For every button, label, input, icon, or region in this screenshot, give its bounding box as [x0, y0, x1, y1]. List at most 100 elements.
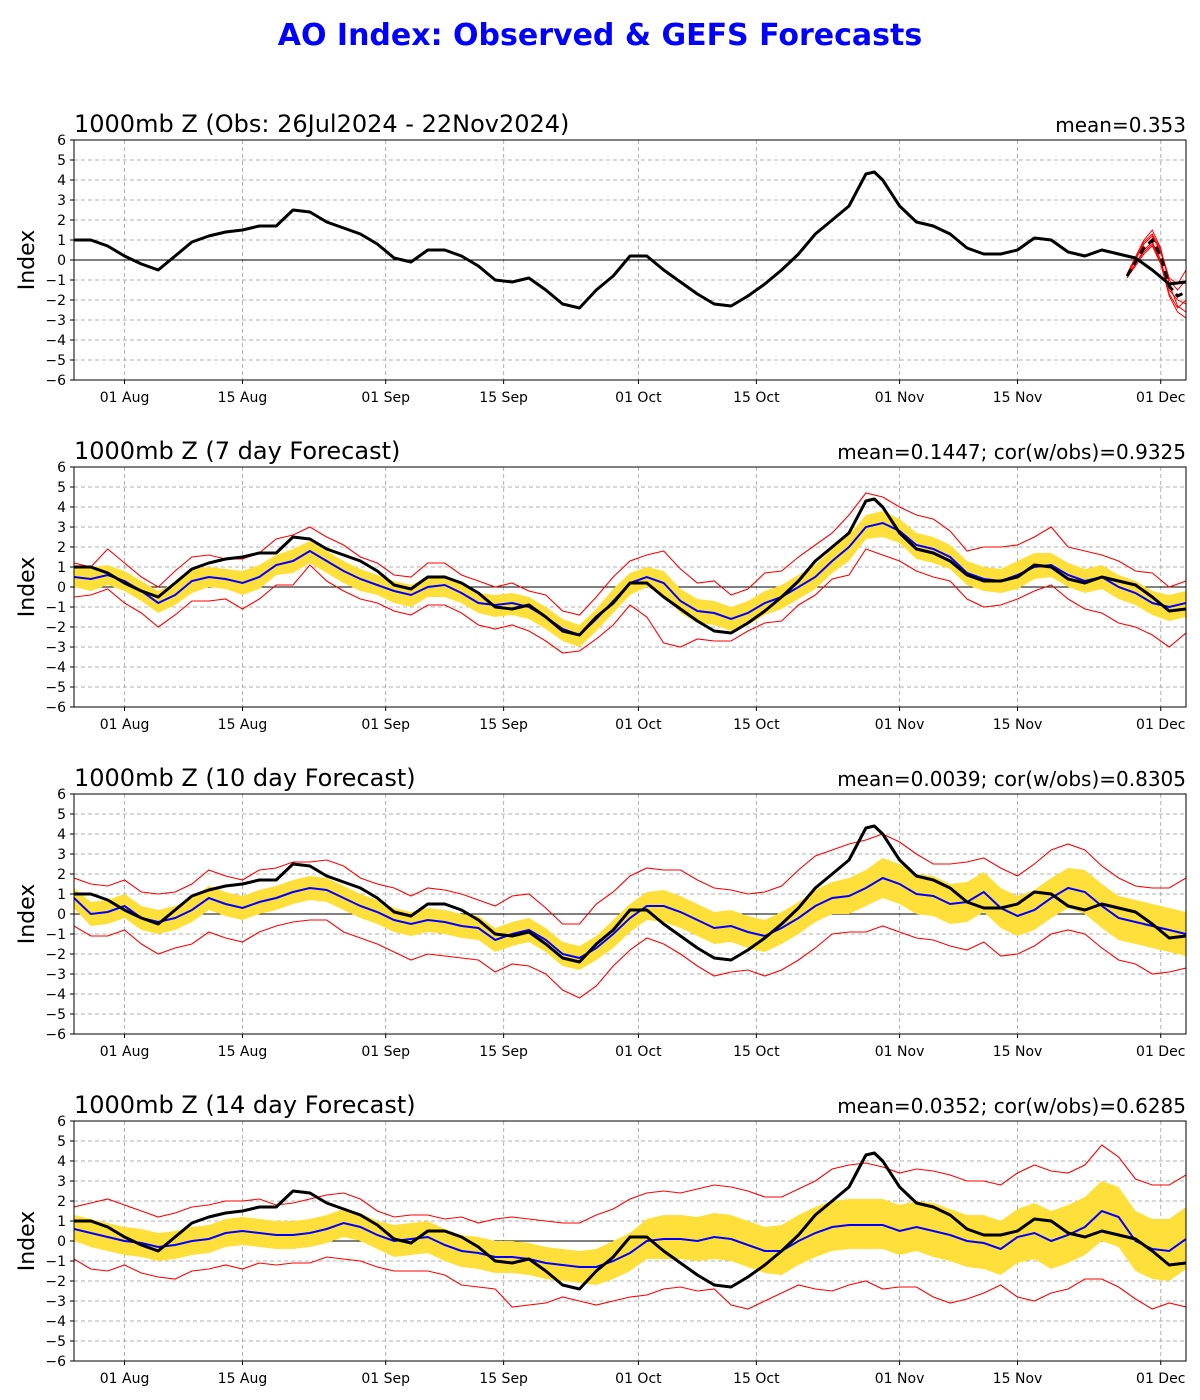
x-tick-label: 01 Sep: [361, 717, 410, 733]
x-tick-label: 15 Nov: [993, 717, 1043, 733]
y-tick-label: 2: [57, 540, 66, 556]
x-tick-label: 15 Nov: [993, 1371, 1043, 1387]
y-tick-label: 0: [57, 1234, 66, 1250]
x-tick-label: 01 Oct: [615, 390, 662, 406]
y-tick-label: 1: [57, 887, 66, 903]
panel-title: 1000mb Z (14 day Forecast): [74, 1091, 416, 1119]
extreme-lower-line: [74, 548, 1186, 654]
panel-title: 1000mb Z (10 day Forecast): [74, 764, 416, 792]
forecast-member-line: [1126, 243, 1186, 309]
x-tick-label: 15 Aug: [218, 717, 268, 733]
y-axis-label: Index: [15, 230, 40, 291]
y-tick-label: −1: [45, 927, 66, 943]
x-tick-label: 01 Dec: [1136, 1371, 1185, 1387]
y-tick-label: 0: [57, 253, 66, 269]
y-tick-label: −5: [45, 1007, 66, 1023]
y-tick-label: 6: [57, 787, 66, 803]
observed-line: [74, 824, 1186, 964]
y-tick-label: −2: [45, 293, 66, 309]
observed-line: [74, 170, 1186, 310]
y-tick-label: −5: [45, 680, 66, 696]
y-tick-label: 3: [57, 1174, 66, 1190]
y-tick-label: 4: [57, 500, 66, 516]
y-tick-label: −4: [45, 987, 66, 1003]
y-tick-label: −6: [45, 700, 66, 716]
chart-panel-4: 6 5 4 3 2 1 0 −1 −2 −3 −4 −5 −6 01 Aug 15 Aug 01 Sep 15 …: [15, 1091, 1187, 1387]
forecast-member-line: [1126, 235, 1186, 291]
y-tick-label: −1: [45, 600, 66, 616]
forecast-member-line: [1126, 245, 1186, 319]
spread-band: [74, 858, 1186, 970]
y-tick-label: −1: [45, 273, 66, 289]
extreme-upper-line: [74, 492, 1186, 616]
spread-band: [74, 511, 1186, 647]
panel-stats: mean=0.1447; cor(w/obs)=0.9325: [837, 440, 1186, 464]
x-tick-label: 01 Dec: [1136, 1044, 1185, 1060]
y-tick-label: −5: [45, 1334, 66, 1350]
observed-line: [74, 497, 1186, 637]
y-tick-label: 3: [57, 193, 66, 209]
x-tick-label: 15 Sep: [479, 390, 528, 406]
page-title: AO Index: Observed & GEFS Forecasts: [277, 18, 923, 53]
y-tick-label: −4: [45, 333, 66, 349]
x-tick-label: 01 Sep: [361, 390, 410, 406]
y-tick-label: −2: [45, 947, 66, 963]
x-tick-label: 15 Oct: [733, 390, 780, 406]
x-tick-label: 15 Oct: [733, 717, 780, 733]
y-tick-label: 6: [57, 1114, 66, 1130]
forecast-member-line: [1126, 241, 1186, 305]
plot-area: [74, 1144, 1186, 1310]
y-tick-label: 1: [57, 233, 66, 249]
y-tick-label: 5: [57, 480, 66, 496]
y-tick-label: −3: [45, 967, 66, 983]
y-tick-label: −3: [45, 640, 66, 656]
extreme-upper-line: [74, 833, 1186, 925]
x-tick-label: 01 Oct: [615, 1044, 662, 1060]
x-tick-label: 15 Aug: [218, 1371, 268, 1387]
chart-panel-2: 6 5 4 3 2 1 0 −1 −2 −3 −4 −5 −6 01 Aug 15 Aug 01 Sep 15 …: [15, 437, 1187, 733]
x-tick-label: 01 Sep: [361, 1044, 410, 1060]
x-tick-label: 15 Oct: [733, 1371, 780, 1387]
forecast-mean-line: [1125, 237, 1186, 298]
y-tick-label: 1: [57, 560, 66, 576]
y-tick-label: −6: [45, 1354, 66, 1370]
panel-stats: mean=0.353: [1055, 113, 1186, 137]
chart-panel-1: 6 5 4 3 2 1 0 −1 −2 −3 −4 −5 −6 01 Aug 15 Aug 01 Sep 15 …: [15, 110, 1187, 406]
forecast-member-line: [1126, 229, 1186, 313]
y-tick-label: −2: [45, 620, 66, 636]
x-tick-label: 01 Oct: [615, 1371, 662, 1387]
x-tick-label: 01 Aug: [100, 1371, 150, 1387]
extreme-lower-line: [74, 1256, 1186, 1310]
y-tick-label: −6: [45, 1027, 66, 1043]
x-tick-label: 01 Nov: [875, 1044, 925, 1060]
x-tick-label: 01 Oct: [615, 717, 662, 733]
grid: [74, 467, 1186, 707]
x-tick-label: 15 Sep: [479, 1044, 528, 1060]
plot-area: [74, 170, 1186, 319]
x-tick-label: 15 Nov: [993, 390, 1043, 406]
y-tick-label: 1: [57, 1214, 66, 1230]
y-tick-label: −5: [45, 353, 66, 369]
x-tick-label: 15 Aug: [218, 1044, 268, 1060]
x-tick-label: 01 Sep: [361, 1371, 410, 1387]
y-tick-label: 4: [57, 173, 66, 189]
panel-title: 1000mb Z (7 day Forecast): [74, 437, 400, 465]
y-tick-label: 0: [57, 580, 66, 596]
y-tick-label: −6: [45, 373, 66, 389]
y-tick-label: 4: [57, 1154, 66, 1170]
x-tick-label: 15 Sep: [479, 1371, 528, 1387]
x-tick-label: 01 Dec: [1136, 390, 1185, 406]
y-axis-label: Index: [15, 884, 40, 945]
panel-stats: mean=0.0352; cor(w/obs)=0.6285: [837, 1094, 1186, 1118]
extreme-upper-line: [74, 1144, 1186, 1224]
plot-area: [74, 824, 1186, 999]
x-tick-label: 15 Nov: [993, 1044, 1043, 1060]
y-tick-label: −3: [45, 1294, 66, 1310]
y-tick-label: −2: [45, 1274, 66, 1290]
x-tick-label: 15 Sep: [479, 717, 528, 733]
y-tick-label: −1: [45, 1254, 66, 1270]
x-tick-label: 01 Nov: [875, 1371, 925, 1387]
x-tick-label: 01 Nov: [875, 390, 925, 406]
x-tick-label: 15 Oct: [733, 1044, 780, 1060]
